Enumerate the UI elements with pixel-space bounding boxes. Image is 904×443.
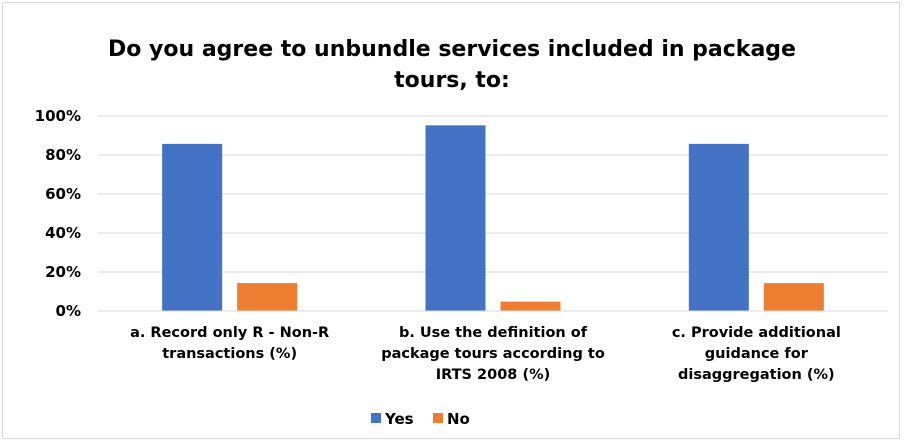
- y-tick-label: 100%: [35, 107, 81, 125]
- y-tick-label: 80%: [45, 146, 81, 164]
- category-labels: a. Record only R - Non-R transactions (%)…: [130, 325, 841, 383]
- legend: Yes No: [371, 410, 470, 428]
- y-tick-label: 40%: [45, 224, 81, 242]
- y-tick-label: 20%: [45, 263, 81, 281]
- bar-no: [500, 301, 561, 311]
- gridlines: [98, 115, 888, 273]
- chart-frame: Do you agree to unbundle services includ…: [2, 2, 900, 439]
- legend-label: Yes: [384, 410, 414, 428]
- bar-no: [237, 283, 298, 311]
- legend-item-no: No: [433, 410, 470, 428]
- bars: [162, 125, 824, 311]
- bar-yes: [425, 125, 486, 311]
- chart-title: Do you agree to unbundle services includ…: [108, 37, 796, 93]
- y-axis-ticks: 0% 20% 40% 60% 80% 100%: [35, 107, 81, 320]
- legend-label: No: [447, 410, 470, 428]
- chart-title-line: tours, to:: [394, 68, 510, 93]
- legend-swatch: [371, 413, 381, 423]
- category-label: b. Use the definition of package tours ac…: [381, 325, 605, 383]
- bar-no: [763, 283, 824, 311]
- category-label: c. Provide additional guidance for disaggr…: [672, 325, 841, 383]
- y-tick-label: 0%: [56, 302, 81, 320]
- bar-yes: [162, 143, 223, 311]
- legend-item-yes: Yes: [371, 410, 414, 428]
- y-tick-label: 60%: [45, 185, 81, 203]
- chart-title-line: Do you agree to unbundle services includ…: [108, 37, 796, 62]
- bar-chart: Do you agree to unbundle services includ…: [35, 37, 888, 428]
- category-label: a. Record only R - Non-R transactions (%): [130, 325, 329, 362]
- bar-yes: [688, 143, 749, 311]
- legend-swatch: [433, 413, 443, 423]
